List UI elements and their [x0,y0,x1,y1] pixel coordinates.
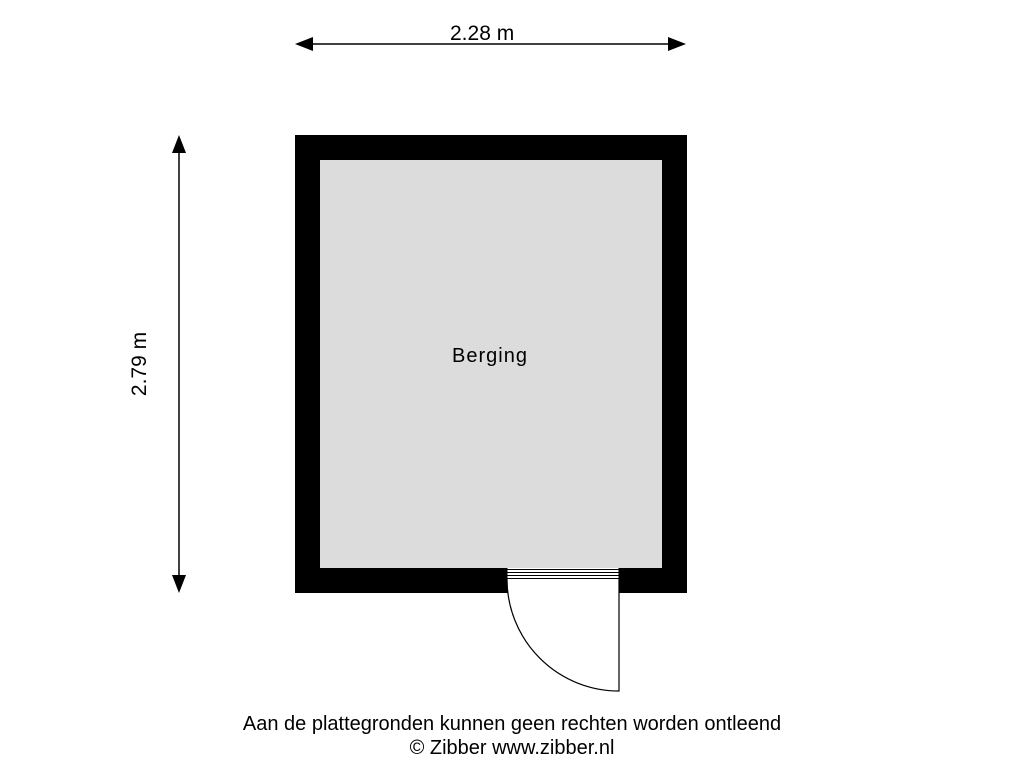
door-swing [505,579,625,699]
room-name-label: Berging [452,345,528,368]
copyright-text: © Zibber www.zibber.nl [0,737,1024,760]
floorplan-canvas: 2.28 m 2.79 m Berging Aan de plattegrond… [0,0,1024,768]
dimension-height-label: 2.79 m [128,332,152,396]
disclaimer-text: Aan de plattegronden kunnen geen rechten… [0,713,1024,736]
dimension-width-label: 2.28 m [450,22,514,46]
dimension-left-line [165,135,195,593]
